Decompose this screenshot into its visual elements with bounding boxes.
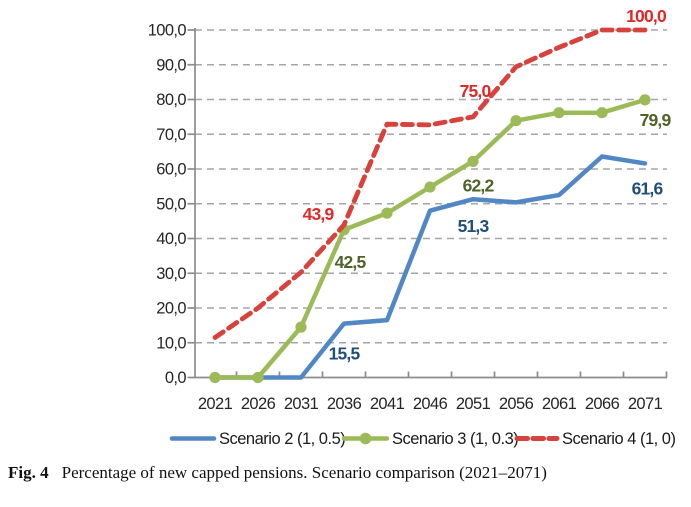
x-axis-tick-label: 2036 <box>327 395 362 413</box>
scenario-4-data-label: 43,9 <box>303 204 335 224</box>
x-axis-tick-label: 2041 <box>370 395 405 413</box>
y-axis-tick-label: 90,0 <box>156 56 186 74</box>
figure-caption: Fig. 4 Percentage of new capped pensions.… <box>8 462 683 483</box>
x-axis-tick-label: 2061 <box>542 395 577 413</box>
y-axis-tick-label: 20,0 <box>156 300 186 318</box>
figure-caption-text: Percentage of new capped pensions. Scena… <box>61 463 547 482</box>
chart-legend: Scenario 2 (1, 0.5) Scenario 3 (1, 0.3) Sc… <box>169 430 676 448</box>
scenario-3-marker <box>467 155 479 167</box>
scenario-3-marker <box>381 207 393 219</box>
scenario-3-marker <box>209 371 221 384</box>
scenario-4-series <box>212 27 648 340</box>
scenario-3-data-label: 42,5 <box>335 252 367 272</box>
x-axis-tick-label: 2026 <box>241 395 276 413</box>
scenario-3-marker <box>510 115 522 127</box>
scenario-2-data-label: 51,3 <box>458 216 490 236</box>
x-axis-tick-label: 2066 <box>585 395 620 413</box>
legend-item-scenario-3: Scenario 3 (1, 0.3) <box>341 430 519 448</box>
legend-item-scenario-4: Scenario 4 (1, 0) <box>514 430 676 448</box>
scenario-2-line <box>212 154 648 380</box>
scenario-4-data-label: 75,0 <box>460 81 492 101</box>
y-axis-tick-label: 60,0 <box>156 161 186 179</box>
legend-label-scenario-3: Scenario 3 (1, 0.3) <box>392 430 518 448</box>
pension-chart: 0,0 10,0 20,0 30,0 40,0 50,0 60,0 70,0 80,0 90,0 1… <box>148 6 676 448</box>
x-axis-tick-label: 2046 <box>413 395 448 413</box>
y-axis-tick-label: 10,0 <box>156 334 186 352</box>
chart-area: 0,0 10,0 20,0 30,0 40,0 50,0 60,0 70,0 80,0 90,0 1… <box>148 6 676 448</box>
scenario-3-marker <box>252 371 264 384</box>
gridlines <box>195 29 667 344</box>
x-axis-tick-label: 2071 <box>628 395 663 413</box>
scenario-3-marker <box>639 94 651 106</box>
legend-label-scenario-4: Scenario 4 (1, 0) <box>562 430 675 448</box>
legend-swatch-scenario-3-marker <box>359 432 372 445</box>
x-axis-tick-label: 2056 <box>499 395 534 413</box>
scenario-2-series <box>212 154 648 380</box>
figure-caption-label: Fig. 4 <box>8 463 49 482</box>
scenario-3-data-label: 79,9 <box>640 110 672 130</box>
y-axis-tick-label: 70,0 <box>156 126 186 144</box>
y-axis-tick-label: 0,0 <box>165 369 187 387</box>
data-labels: 15,5 51,3 61,6 42,5 62,2 79,9 43,9 75,0 100,0 <box>303 6 673 364</box>
scenario-3-data-label: 62,2 <box>463 175 495 195</box>
scenario-3-marker <box>424 181 436 193</box>
y-axis-tick-label: 30,0 <box>156 265 186 283</box>
legend-label-scenario-2: Scenario 2 (1, 0.5) <box>219 430 345 448</box>
x-axis-tick-label: 2051 <box>456 395 491 413</box>
scenario-4-data-label: 100,0 <box>626 6 667 26</box>
scenario-2-data-label: 15,5 <box>329 344 361 364</box>
y-axis: 0,0 10,0 20,0 30,0 40,0 50,0 60,0 70,0 80,0 90,0 1… <box>148 22 196 387</box>
scenario-3-marker <box>553 107 565 119</box>
x-axis-tick-label: 2031 <box>284 395 319 413</box>
y-axis-tick-label: 40,0 <box>156 230 186 248</box>
y-axis-tick-label: 50,0 <box>156 195 186 213</box>
y-axis-tick-label: 100,0 <box>148 22 187 40</box>
scenario-3-series <box>209 94 651 384</box>
x-axis: 2021 2026 2031 2036 2041 2046 2051 2056 2061 2066… <box>193 371 668 413</box>
scenario-4-line <box>212 27 648 340</box>
scenario-3-marker <box>596 107 608 119</box>
scenario-3-marker <box>295 321 307 333</box>
y-axis-tick-label: 80,0 <box>156 91 186 109</box>
x-axis-tick-label: 2021 <box>198 395 233 413</box>
scenario-2-data-label: 61,6 <box>632 178 664 198</box>
legend-item-scenario-2: Scenario 2 (1, 0.5) <box>169 430 346 448</box>
